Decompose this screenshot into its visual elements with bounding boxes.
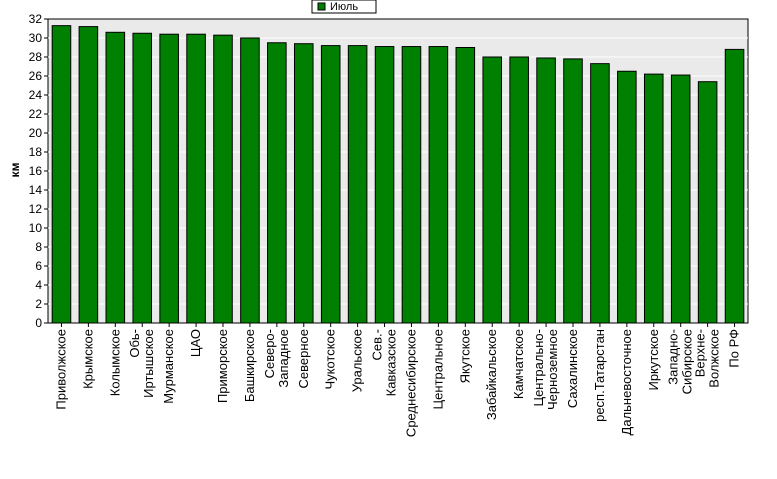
legend-box	[311, 0, 377, 14]
x-tick-label: Забайкальское	[484, 329, 499, 420]
y-tick-label: 6	[35, 259, 42, 273]
x-tick-label: По РФ	[727, 329, 742, 368]
x-tick-label: Иркутское	[646, 329, 661, 391]
y-tick-label: 0	[35, 316, 42, 330]
bar[interactable]	[590, 63, 610, 324]
y-tick-label: 10	[29, 221, 43, 235]
x-tick-label: Уральское	[350, 329, 365, 392]
y-tick-label: 18	[29, 145, 43, 159]
y-tick-label: 4	[35, 278, 42, 292]
bar[interactable]	[670, 74, 691, 324]
x-tick-label: Приморское	[215, 329, 230, 403]
bar[interactable]	[697, 81, 718, 324]
bar[interactable]	[617, 70, 637, 324]
bar[interactable]	[240, 37, 260, 324]
y-tick-label: 24	[29, 88, 43, 102]
bar[interactable]	[78, 26, 99, 324]
bar[interactable]	[159, 33, 179, 324]
x-tick-label: Чукотское	[323, 329, 338, 390]
y-tick-label: 8	[35, 240, 42, 254]
bar[interactable]	[401, 46, 422, 324]
y-tick-label: 28	[29, 50, 43, 64]
bar[interactable]	[213, 34, 233, 324]
y-tick-label: 2	[35, 297, 42, 311]
bar[interactable]	[563, 58, 583, 324]
bar[interactable]	[347, 45, 368, 324]
bar[interactable]	[293, 43, 314, 324]
x-tick-label: Северо-Западное	[262, 329, 291, 388]
bar[interactable]	[643, 73, 664, 324]
x-tick-label: Верхне-Волжское	[693, 329, 722, 388]
bar[interactable]	[428, 46, 449, 324]
x-tick-label: Дальневосточное	[619, 329, 634, 435]
bar[interactable]	[105, 31, 126, 324]
bar[interactable]	[455, 47, 476, 324]
y-tick-label: 30	[29, 31, 43, 45]
legend-swatch	[317, 2, 326, 11]
y-tick-label: 14	[29, 183, 43, 197]
x-tick-label: респ.Татарстан	[592, 329, 607, 422]
bar[interactable]	[724, 48, 745, 324]
y-tick-label: 20	[29, 126, 43, 140]
x-tick-label: Среднесибирское	[403, 329, 418, 437]
x-tick-label: Сев.-Кавказское	[370, 329, 399, 396]
y-tick-label: 22	[29, 107, 43, 121]
y-tick-label: 12	[29, 202, 43, 216]
bar[interactable]	[320, 45, 341, 324]
y-tick-label: 26	[29, 69, 43, 83]
bar[interactable]	[132, 32, 153, 324]
x-tick-label: Якутское	[457, 329, 472, 383]
x-tick-label: Северное	[296, 329, 311, 388]
legend-label: Июль	[330, 1, 358, 13]
x-tick-label: Обь-Иртышское	[127, 329, 156, 398]
y-tick-label: 16	[29, 164, 43, 178]
x-tick-label: Западно-Сибирское	[666, 329, 695, 394]
bar[interactable]	[536, 57, 556, 324]
x-tick-label: Приволжское	[53, 329, 68, 410]
x-tick-label: Мурманское	[161, 329, 176, 404]
x-tick-label: Сахалинское	[565, 329, 580, 408]
bar[interactable]	[267, 42, 287, 324]
bar[interactable]	[482, 56, 503, 324]
legend[interactable]: Июль	[311, 0, 377, 14]
x-tick-label: Колымское	[107, 329, 122, 396]
bar[interactable]	[374, 46, 395, 324]
bars	[51, 25, 745, 324]
bar[interactable]	[51, 25, 72, 324]
y-tick-label: 32	[29, 12, 43, 26]
x-tick-label: Центрально-Черноземное	[531, 329, 560, 410]
x-tick-label: ЦАО	[188, 329, 203, 357]
x-tick-label: Камчатское	[511, 329, 526, 399]
x-tick-label: Башкирское	[242, 329, 257, 402]
bar[interactable]	[186, 33, 206, 324]
y-axis-label: км	[8, 162, 22, 177]
x-tick-label: Крымское	[80, 329, 95, 389]
x-tick-label: Центральное	[430, 329, 445, 409]
x-axis: Приволжское Крымское Колымское Обь-Иртышско…	[53, 323, 742, 437]
bar[interactable]	[509, 56, 529, 324]
